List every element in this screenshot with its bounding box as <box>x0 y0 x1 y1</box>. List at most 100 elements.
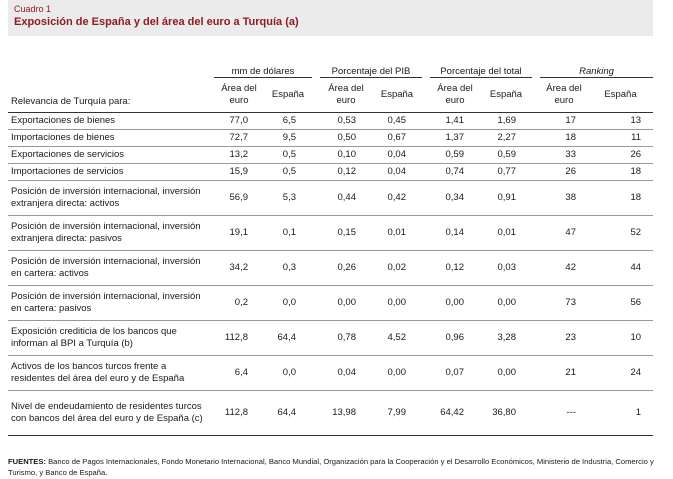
sources-label: FUENTES: <box>8 457 46 466</box>
cell-rank-area: 18 <box>540 129 588 147</box>
row-label: Importaciones de servicios <box>8 163 214 181</box>
table-row: Posición de inversión internacional, inv… <box>8 215 654 251</box>
table-row: Activos de los bancos turcos frente a re… <box>8 355 654 391</box>
cell-rank-area: 21 <box>540 355 588 391</box>
cell-rank-area: --- <box>540 390 588 436</box>
cell-total-spain: 0,00 <box>480 355 532 391</box>
cell-gdp-area: 0,78 <box>320 320 372 356</box>
cell-gdp-spain: 0,01 <box>372 215 422 251</box>
cell-gdp-area: 0,12 <box>320 163 372 181</box>
cell-rank-spain: 24 <box>588 355 654 391</box>
row-label: Exposición crediticia de los bancos que … <box>8 320 214 356</box>
sub-header-area: Área del euro <box>328 82 364 106</box>
row-label: Exportaciones de servicios <box>8 146 214 164</box>
cell-total-spain: 0,77 <box>480 163 532 181</box>
cell-usd-spain: 6,5 <box>264 112 312 130</box>
cell-gdp-area: 0,00 <box>320 285 372 321</box>
table-header-band: Cuadro 1 Exposición de España y del área… <box>8 0 653 36</box>
cell-total-area: 0,96 <box>430 320 480 356</box>
cell-total-area: 0,59 <box>430 146 480 164</box>
cell-usd-area: 112,8 <box>214 320 264 356</box>
cell-total-area: 0,12 <box>430 250 480 286</box>
table-row: Posición de inversión internacional, inv… <box>8 180 654 216</box>
sub-header-area: Área del euro <box>221 82 257 106</box>
cell-usd-spain: 0,5 <box>264 146 312 164</box>
table-title: Exposición de España y del área del euro… <box>14 16 299 28</box>
cell-usd-area: 77,0 <box>214 112 264 130</box>
cell-usd-area: 72,7 <box>214 129 264 147</box>
cell-usd-spain: 0,0 <box>264 285 312 321</box>
cell-gdp-area: 13,98 <box>320 390 372 436</box>
row-label: Posición de inversión internacional, inv… <box>8 180 214 216</box>
sub-header-spain: España <box>604 88 637 100</box>
group-header-ranking: Ranking <box>540 60 654 78</box>
cell-gdp-spain: 0,00 <box>372 285 422 321</box>
cell-usd-area: 15,9 <box>214 163 264 181</box>
cell-rank-spain: 11 <box>588 129 654 147</box>
cell-usd-area: 13,2 <box>214 146 264 164</box>
cell-gdp-spain: 0,42 <box>372 180 422 216</box>
cell-usd-spain: 0,1 <box>264 215 312 251</box>
cell-total-area: 0,34 <box>430 180 480 216</box>
cell-rank-area: 47 <box>540 215 588 251</box>
group-header-usd: mm de dólares <box>214 60 312 78</box>
cell-rank-spain: 52 <box>588 215 654 251</box>
sub-header-spain: España <box>271 88 305 100</box>
cell-gdp-spain: 7,99 <box>372 390 422 436</box>
cell-rank-area: 33 <box>540 146 588 164</box>
cell-rank-area: 26 <box>540 163 588 181</box>
row-label: Importaciones de bienes <box>8 129 214 147</box>
cell-rank-spain: 18 <box>588 163 654 181</box>
cell-usd-area: 6,4 <box>214 355 264 391</box>
cell-gdp-spain: 0,00 <box>372 355 422 391</box>
row-header-label: Relevancia de Turquía para: <box>11 95 131 107</box>
cell-gdp-area: 0,26 <box>320 250 372 286</box>
table-row: Posición de inversión internacional, inv… <box>8 285 654 321</box>
cell-gdp-spain: 0,45 <box>372 112 422 130</box>
cell-total-spain: 2,27 <box>480 129 532 147</box>
cell-usd-spain: 9,5 <box>264 129 312 147</box>
group-header-total: Porcentaje del total <box>430 60 532 78</box>
cell-gdp-spain: 0,02 <box>372 250 422 286</box>
cell-rank-spain: 56 <box>588 285 654 321</box>
sources-text: Banco de Pagos Internacionales, Fondo Mo… <box>8 457 654 477</box>
sub-header-row: Relevancia de Turquía para: Área del eur… <box>8 78 654 112</box>
sub-header-spain: España <box>489 88 523 100</box>
cell-gdp-spain: 0,67 <box>372 129 422 147</box>
cell-total-spain: 1,69 <box>480 112 532 130</box>
cell-total-spain: 0,00 <box>480 285 532 321</box>
cell-rank-spain: 10 <box>588 320 654 356</box>
cell-rank-area: 42 <box>540 250 588 286</box>
cell-total-spain: 0,91 <box>480 180 532 216</box>
cell-total-spain: 0,01 <box>480 215 532 251</box>
cell-total-area: 1,37 <box>430 129 480 147</box>
cell-usd-spain: 0,0 <box>264 355 312 391</box>
sub-header-area: Área del euro <box>437 82 473 106</box>
table-number: Cuadro 1 <box>14 4 52 14</box>
cell-usd-spain: 64,4 <box>264 390 312 436</box>
row-label: Activos de los bancos turcos frente a re… <box>8 355 214 391</box>
cell-usd-spain: 0,5 <box>264 163 312 181</box>
exposure-table: mm de dólares Porcentaje del PIB Porcent… <box>8 60 654 436</box>
cell-total-spain: 36,80 <box>480 390 532 436</box>
cell-total-spain: 0,59 <box>480 146 532 164</box>
cell-total-area: 0,74 <box>430 163 480 181</box>
cell-rank-area: 17 <box>540 112 588 130</box>
cell-gdp-spain: 4,52 <box>372 320 422 356</box>
cell-total-spain: 0,03 <box>480 250 532 286</box>
cell-gdp-spain: 0,04 <box>372 163 422 181</box>
cell-total-area: 0,14 <box>430 215 480 251</box>
cell-rank-area: 23 <box>540 320 588 356</box>
cell-total-area: 64,42 <box>430 390 480 436</box>
cell-rank-spain: 18 <box>588 180 654 216</box>
row-label: Posición de inversión internacional, inv… <box>8 285 214 321</box>
group-header-row: mm de dólares Porcentaje del PIB Porcent… <box>8 60 654 78</box>
cell-rank-spain: 13 <box>588 112 654 130</box>
cell-total-area: 0,00 <box>430 285 480 321</box>
row-label: Exportaciones de bienes <box>8 112 214 130</box>
cell-gdp-area: 0,15 <box>320 215 372 251</box>
cell-usd-area: 34,2 <box>214 250 264 286</box>
table-row: Posición de inversión internacional, inv… <box>8 250 654 286</box>
table-row: Importaciones de servicios 15,9 0,5 0,12 0,0… <box>8 163 654 181</box>
